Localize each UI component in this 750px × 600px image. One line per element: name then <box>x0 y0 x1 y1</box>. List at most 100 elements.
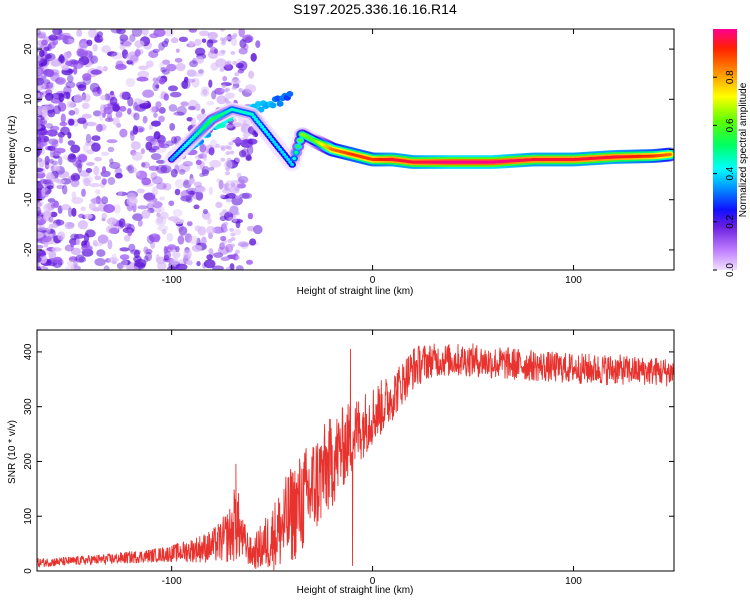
noise-speck <box>50 202 56 209</box>
noise-speck <box>191 77 200 88</box>
noise-speck <box>70 179 80 188</box>
noise-speck <box>211 90 217 100</box>
noise-speck <box>135 171 141 177</box>
noise-speck <box>111 253 117 262</box>
snr-axes: -100 0 100 0 100 200 300 400 <box>23 330 674 587</box>
noise-speck <box>247 138 258 145</box>
noise-speck <box>219 67 225 72</box>
noise-speck <box>220 147 226 152</box>
noise-speck <box>127 166 137 174</box>
noise-speck <box>235 249 240 254</box>
noise-speck <box>215 143 221 149</box>
noise-speck <box>50 144 57 151</box>
snr-plot: -100 0 100 0 100 200 300 400 Height of straight… <box>7 329 675 596</box>
noise-speck <box>238 29 245 38</box>
noise-speck <box>175 62 186 72</box>
noise-speck <box>139 102 152 109</box>
noise-speck <box>209 46 217 54</box>
noise-speck <box>131 29 143 37</box>
x-tick-label: 0 <box>370 576 376 587</box>
noise-speck <box>151 145 160 151</box>
noise-speck <box>43 210 52 218</box>
noise-speck <box>148 124 154 130</box>
noise-speck <box>64 266 77 270</box>
noise-speck <box>137 219 143 227</box>
noise-speck <box>145 248 153 255</box>
noise-speck <box>188 106 197 111</box>
snr-series-line <box>37 343 674 571</box>
noise-speck <box>85 168 93 173</box>
noise-speck <box>77 117 87 124</box>
noise-speck <box>90 69 102 75</box>
noise-speck <box>64 38 69 44</box>
colorbar-tick-label: 0.4 <box>725 166 736 180</box>
noise-speck <box>57 231 66 241</box>
noise-speck <box>231 85 237 90</box>
noise-speck <box>145 141 153 151</box>
noise-speck <box>241 122 248 128</box>
noise-speck <box>64 52 72 59</box>
noise-speck <box>119 128 128 138</box>
noise-speck <box>96 249 106 257</box>
noise-speck <box>94 175 102 181</box>
noise-speck <box>37 77 45 86</box>
noise-speck <box>70 247 82 256</box>
noise-speck <box>164 38 170 44</box>
noise-speck <box>168 200 175 207</box>
noise-speck <box>151 186 159 197</box>
colorbar-tick-label: 0.8 <box>725 70 736 84</box>
y-tick-label: 100 <box>23 507 34 524</box>
noise-speck <box>202 88 208 96</box>
noise-speck <box>58 29 63 36</box>
noise-speck <box>123 234 131 242</box>
noise-speck <box>220 157 226 162</box>
noise-speck <box>115 172 123 179</box>
noise-speck <box>46 82 54 89</box>
noise-speck <box>70 241 75 248</box>
noise-speck <box>75 159 83 169</box>
noise-speck <box>37 266 42 270</box>
ridge-mark <box>270 137 274 142</box>
noise-speck <box>222 209 228 214</box>
noise-speck <box>174 178 185 189</box>
noise-speck <box>101 212 108 220</box>
noise-speck <box>85 229 96 238</box>
noise-speck <box>226 198 231 203</box>
y-tick-label: 400 <box>23 343 34 360</box>
noise-speck <box>56 34 68 40</box>
noise-speck <box>45 123 54 129</box>
noise-speck <box>145 251 153 262</box>
noise-speck <box>224 160 233 170</box>
noise-speck <box>195 186 206 193</box>
noise-speck <box>207 31 218 40</box>
noise-speck <box>66 259 77 267</box>
ridge-mark <box>298 138 303 143</box>
noise-speck <box>37 67 44 77</box>
colorbar-tick-label: 0.6 <box>725 118 736 132</box>
noise-speck <box>186 260 193 266</box>
noise-speck <box>70 172 80 182</box>
noise-speck <box>141 162 146 168</box>
noise-speck <box>176 106 187 116</box>
noise-speck <box>80 206 86 212</box>
noise-speck <box>77 154 88 163</box>
noise-speck <box>46 185 54 190</box>
noise-speck <box>236 179 246 184</box>
noise-speck <box>194 47 206 56</box>
noise-speck <box>206 254 213 260</box>
noise-speck <box>43 203 52 213</box>
noise-speck <box>37 191 42 199</box>
noise-speck <box>107 177 116 185</box>
noise-speck <box>48 41 56 49</box>
noise-speck <box>175 48 180 53</box>
noise-speck <box>60 126 70 136</box>
noise-speck <box>170 37 179 44</box>
noise-speck <box>119 34 129 42</box>
noise-speck <box>109 158 114 165</box>
noise-speck <box>93 242 103 247</box>
noise-speck <box>146 234 155 244</box>
noise-speck <box>40 235 52 243</box>
noise-speck <box>255 40 261 48</box>
noise-speck <box>161 228 167 235</box>
